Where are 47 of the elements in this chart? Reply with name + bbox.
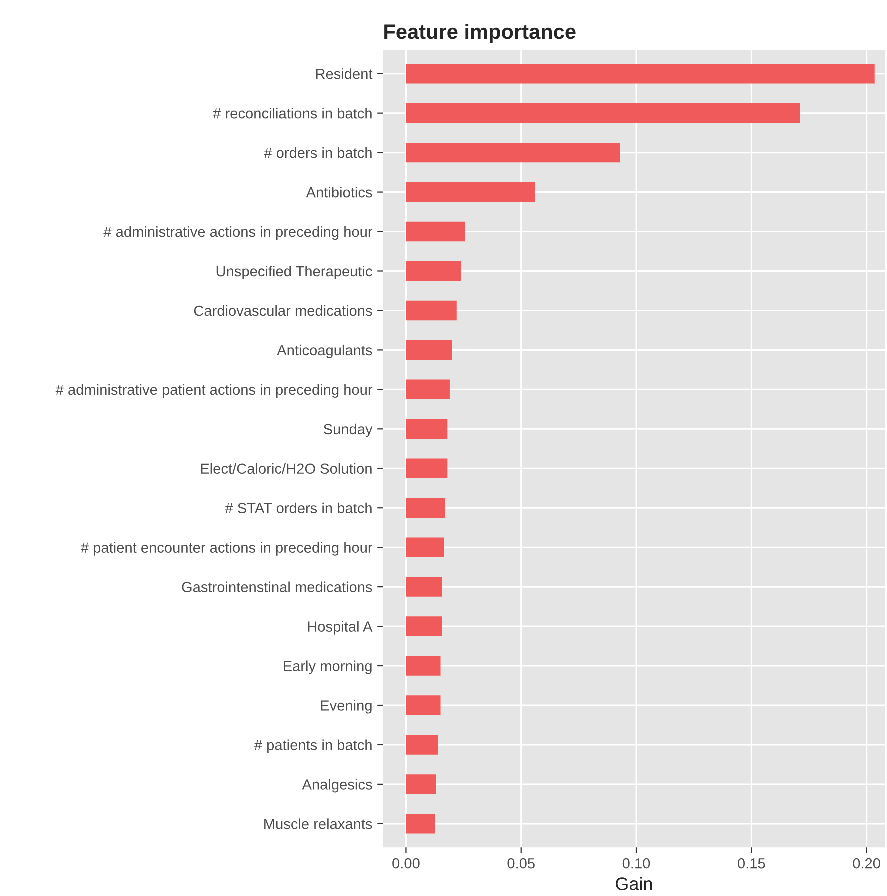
bar (406, 538, 444, 558)
y-tick-label: Hospital A (308, 621, 373, 635)
y-tick-label: Evening (321, 700, 372, 714)
y-tick-label: Antibiotics (306, 187, 372, 198)
bar (406, 419, 448, 440)
y-tick-label: # administrative actions in preceding hour (104, 226, 373, 240)
bar (406, 498, 446, 518)
bar (406, 142, 620, 163)
bar (406, 182, 536, 202)
bar (406, 735, 438, 755)
bar (406, 261, 462, 282)
x-tick-label: 0.20 (853, 858, 880, 869)
bar (406, 814, 436, 834)
y-tick-label: Resident (316, 68, 373, 80)
bar (406, 103, 800, 124)
bar (406, 64, 875, 84)
y-tick-label: # patient encounter actions in preceding hour (80, 542, 373, 556)
y-tick-label: Cardiovascular medications (194, 305, 372, 316)
x-tick-label: 0.05 (508, 858, 535, 869)
y-tick-label: Unspecified Therapeutic (216, 266, 372, 280)
y-tick-label: # orders in batch (264, 148, 372, 158)
bar (406, 696, 441, 716)
x-tick-label: 0.15 (738, 858, 766, 869)
bar (406, 577, 442, 597)
y-tick-label: # administrative patient actions in preceding hour (56, 384, 373, 398)
bar (406, 340, 452, 360)
x-tick-label: 0.10 (622, 858, 650, 869)
bar (406, 458, 448, 479)
y-tick-label: Gastrointenstinal medications (182, 582, 372, 592)
bar (406, 616, 442, 636)
x-axis-title: Gain (616, 877, 652, 890)
bar (406, 380, 450, 400)
bar (406, 774, 436, 794)
bar (406, 656, 441, 676)
bar (406, 222, 466, 242)
y-tick-label: Early morning (284, 660, 372, 674)
y-tick-label: Anticoagulants (277, 344, 372, 359)
y-tick-label: Sunday (324, 424, 373, 438)
y-tick-label: # patients in batch (254, 740, 372, 754)
chart-title: Feature importance (384, 24, 576, 44)
y-tick-label: # reconciliations in batch (213, 108, 372, 119)
bar (406, 300, 457, 321)
x-tick-label: 0.00 (392, 858, 420, 869)
y-tick-label: Muscle relaxants (264, 818, 372, 830)
y-tick-label: Elect/Caloric/H2O Solution (201, 463, 372, 474)
y-tick-label: # STAT orders in batch (225, 502, 372, 514)
y-tick-label: Analgesics (302, 779, 372, 793)
